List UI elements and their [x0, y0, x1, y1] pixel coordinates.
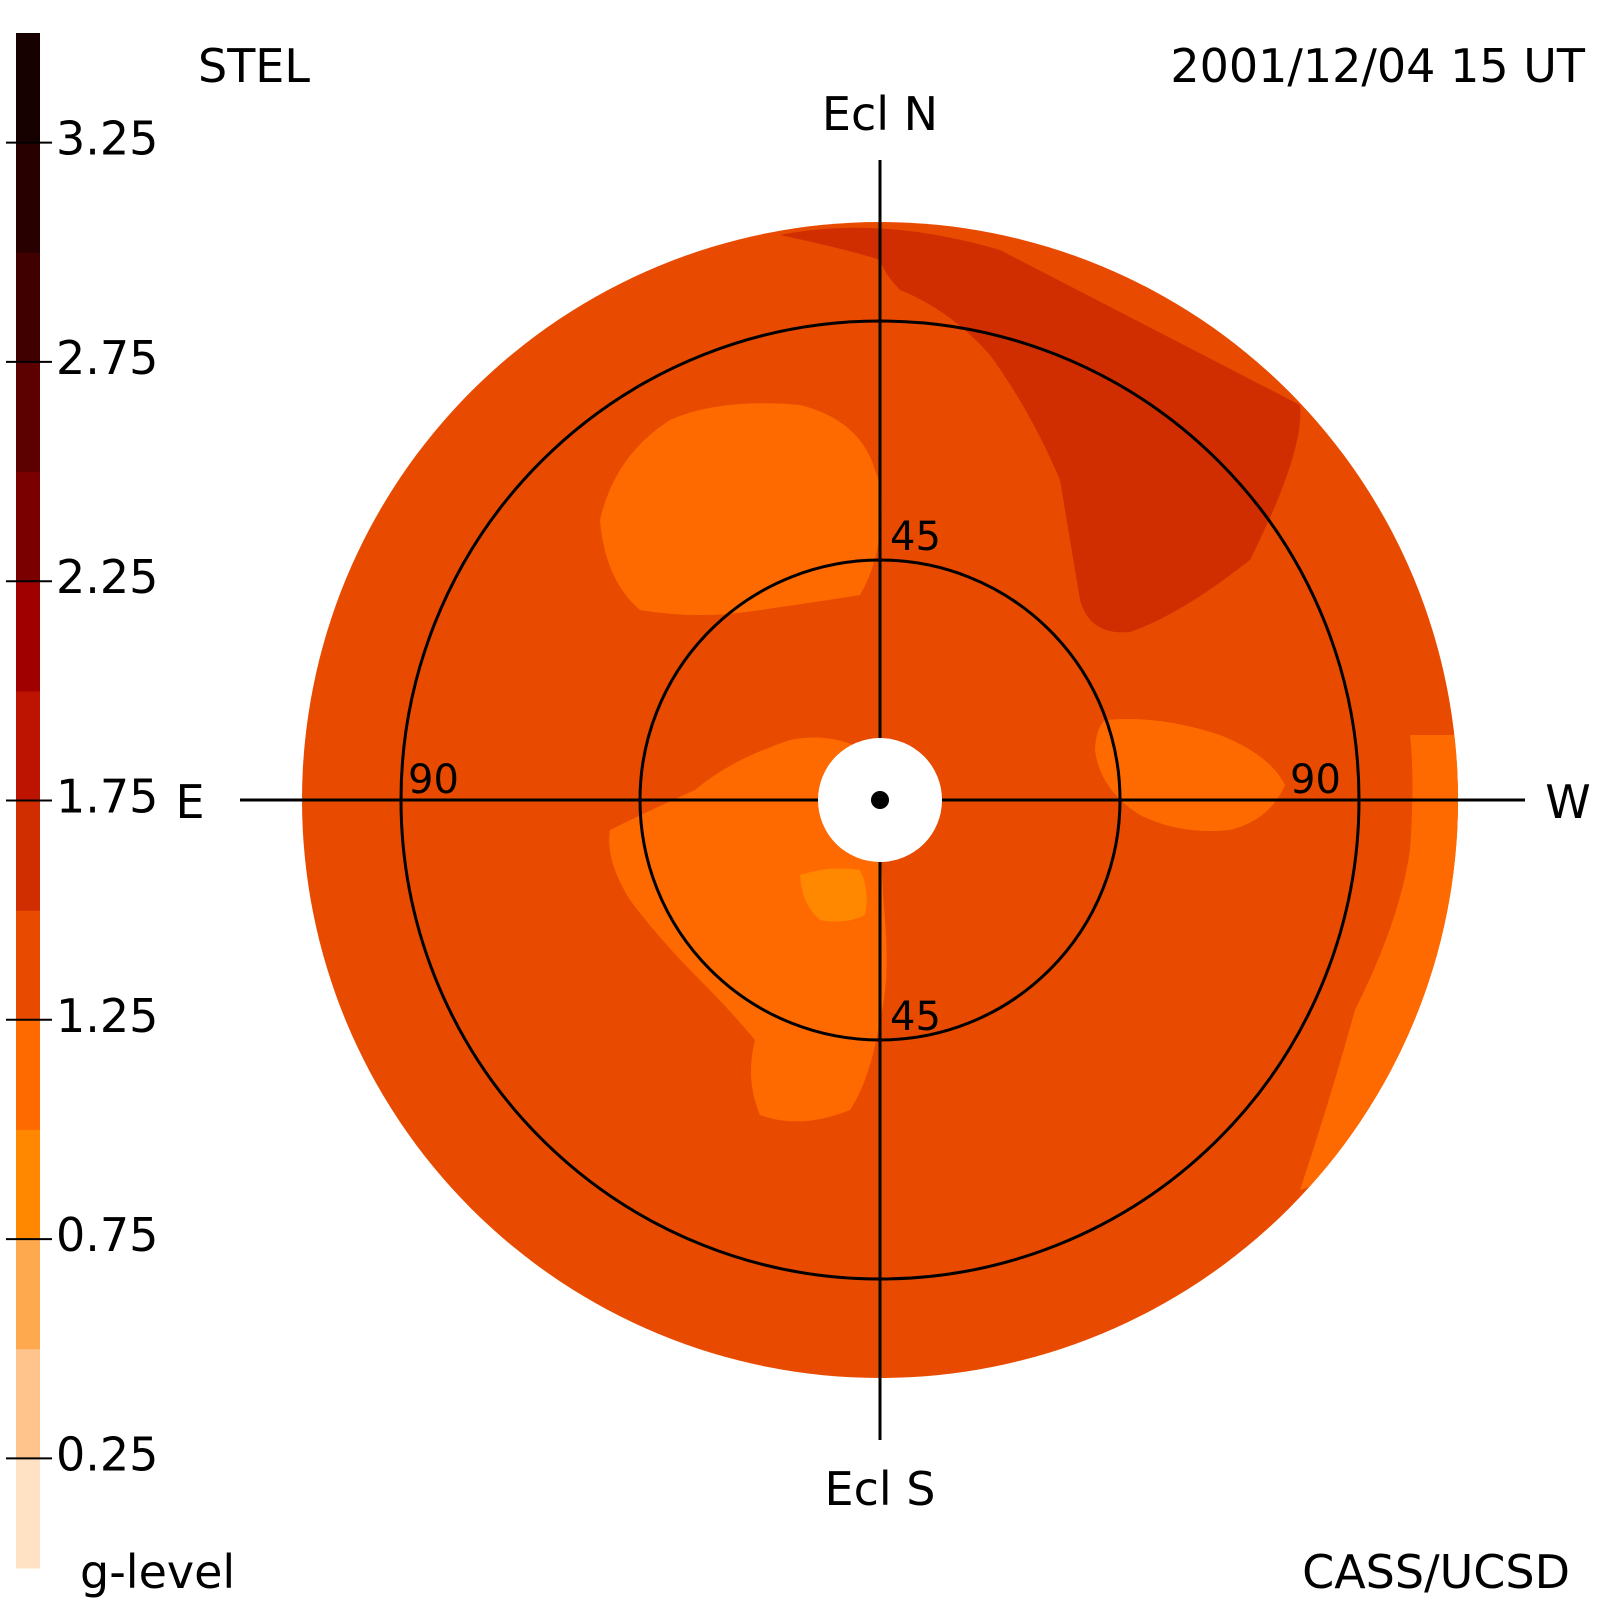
colorbar-tick-label-5: 2.75: [56, 331, 158, 385]
colorbar-band-8: [16, 581, 40, 692]
colorbar-label: g-level: [80, 1545, 235, 1599]
colorbar-band-12: [16, 142, 40, 253]
colorbar-band-9: [16, 471, 40, 582]
direction-south: Ecl S: [825, 1462, 936, 1516]
ne-enhanced-region: [780, 227, 1301, 633]
colorbar-band-1: [16, 1348, 40, 1459]
colorbar-tick-label-1: 0.75: [56, 1208, 158, 1262]
colorbar-band-4: [16, 1019, 40, 1130]
e-low-lobe: [1095, 719, 1285, 831]
center-low-lobe: [609, 737, 887, 1122]
colorbar-tick-label-0: 0.25: [56, 1427, 158, 1481]
colorbar-band-5: [16, 910, 40, 1021]
direction-north: Ecl N: [822, 87, 938, 141]
colorbar-band-6: [16, 800, 40, 911]
timestamp-label: 2001/12/04 15 UT: [1170, 39, 1586, 93]
ring-label-north-45: 45: [890, 514, 941, 560]
colorbar-band-3: [16, 1129, 40, 1240]
colorbar-band-7: [16, 690, 40, 801]
colorbar-band-10: [16, 361, 40, 473]
colorbar-band-0: [16, 1458, 40, 1569]
credit-label: CASS/UCSD: [1302, 1545, 1570, 1599]
ring-label-east-90: 90: [408, 757, 459, 803]
direction-east: E: [175, 775, 204, 829]
ring-label-west-90: 90: [1290, 757, 1341, 803]
colorbar-tick-label-3: 1.75: [56, 770, 158, 824]
sun-center-dot: [871, 791, 889, 809]
colorbar-tick-label-2: 1.25: [56, 989, 158, 1043]
colorbar-band-2: [16, 1239, 40, 1350]
colorbar-tick-label-4: 2.25: [56, 550, 158, 604]
grid-overlay: [240, 160, 1525, 1440]
colorbar: [16, 33, 40, 1569]
colorbar-ticks: 0.25 0.75 1.25 1.75 2.25 2.75 3.25: [6, 112, 158, 1481]
colorbar-tick-label-6: 3.25: [56, 112, 158, 166]
nw-low-lobe: [600, 403, 882, 615]
instrument-label: STEL: [198, 39, 310, 93]
colorbar-band-13: [16, 33, 40, 144]
center-lowest-patch: [800, 868, 867, 922]
ring-label-south-45: 45: [890, 994, 941, 1040]
colorbar-band-11: [16, 252, 40, 363]
direction-west: W: [1545, 775, 1590, 829]
